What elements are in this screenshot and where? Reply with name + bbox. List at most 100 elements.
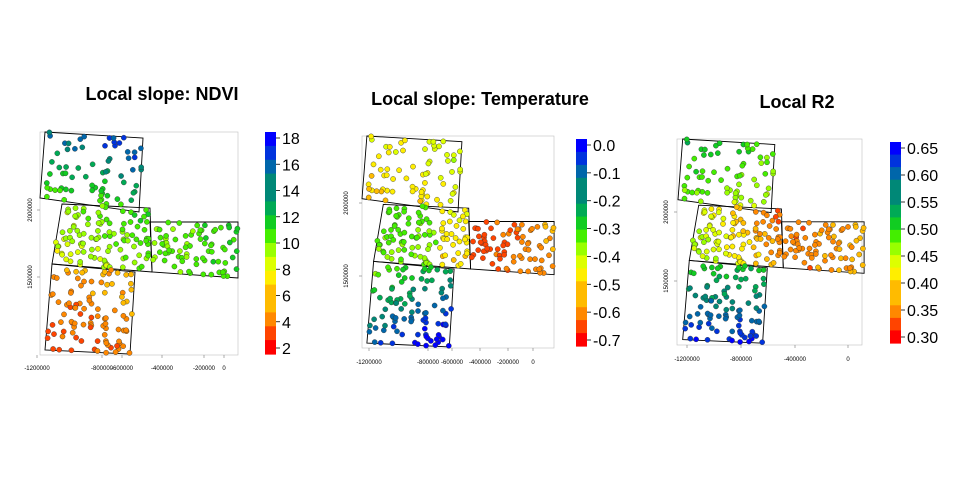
sample-point	[845, 224, 851, 230]
legend-swatch	[890, 317, 901, 332]
legend-swatch	[265, 145, 276, 161]
sample-point	[377, 339, 384, 346]
sample-point	[72, 205, 79, 211]
sample-point	[81, 278, 87, 285]
sample-point	[710, 270, 717, 277]
sample-point	[422, 146, 428, 152]
sample-point	[401, 247, 408, 253]
legend-swatch	[890, 167, 901, 181]
sample-point	[822, 257, 828, 264]
sample-point	[514, 234, 521, 241]
sample-point	[510, 258, 517, 265]
sample-point	[706, 223, 713, 229]
sample-point	[44, 335, 51, 341]
sample-point	[456, 238, 463, 245]
sample-point	[229, 254, 236, 261]
sample-point	[193, 261, 200, 268]
sample-point	[395, 247, 402, 253]
color-legend: 18 16 14 12 10 8 6 4 2	[265, 131, 300, 358]
sample-point	[415, 341, 421, 347]
sample-point	[59, 333, 66, 340]
sample-point	[452, 235, 459, 241]
x-tick-label: 0	[531, 360, 535, 366]
sample-point	[144, 219, 150, 225]
sample-point	[439, 261, 446, 268]
sample-point	[75, 275, 81, 282]
legend-swatch	[265, 256, 276, 272]
sample-point	[422, 315, 429, 321]
sample-point	[770, 168, 776, 175]
legend-label: 8	[282, 262, 291, 279]
legend-swatch	[576, 268, 587, 282]
sample-point	[731, 253, 738, 259]
sample-point	[433, 336, 440, 343]
sample-point	[85, 221, 91, 228]
sample-point	[752, 225, 759, 232]
sample-point	[125, 237, 131, 244]
sample-point	[385, 239, 392, 246]
sample-point	[117, 246, 124, 253]
sample-point	[761, 303, 768, 310]
sample-point	[503, 265, 510, 272]
sample-point	[723, 306, 730, 313]
sample-point	[177, 248, 183, 254]
x-tick-label: -800000	[730, 357, 753, 363]
point-map: -1200000 -800000-600000 -400000 -200000 0 200…	[344, 133, 621, 366]
sample-point	[112, 349, 119, 355]
sample-point	[765, 234, 772, 241]
sample-point	[520, 233, 526, 240]
legend-label: 18	[282, 131, 300, 148]
sample-point	[713, 277, 720, 284]
sample-point	[70, 223, 77, 230]
sample-point	[186, 268, 192, 275]
sample-point	[434, 266, 441, 273]
legend-label: 0.45	[907, 249, 938, 266]
sample-point	[157, 234, 164, 241]
sample-point	[846, 265, 853, 271]
sample-point	[124, 232, 130, 238]
sample-point	[102, 233, 108, 239]
y-tick-label: 1500000	[28, 265, 34, 289]
sample-point	[72, 305, 79, 311]
sample-point	[446, 342, 452, 349]
sample-point	[423, 342, 429, 349]
sample-point	[200, 271, 207, 278]
map-title: Local R2	[759, 92, 835, 112]
sample-point	[774, 236, 781, 242]
sample-point	[159, 241, 165, 247]
sample-point	[716, 229, 722, 236]
sample-point	[714, 265, 721, 272]
sample-point	[738, 276, 744, 283]
sample-point	[699, 174, 705, 180]
y-tick-label: 2000000	[28, 198, 34, 222]
legend-swatch	[576, 320, 587, 334]
sample-point	[702, 146, 708, 153]
legend-label: 12	[282, 210, 300, 227]
sample-point	[118, 173, 124, 179]
sample-point	[222, 260, 229, 266]
sample-point	[234, 225, 241, 232]
sample-point	[93, 236, 100, 242]
sample-point	[443, 231, 450, 237]
sample-point	[760, 218, 766, 225]
legend-swatch	[265, 312, 276, 327]
sample-point	[749, 317, 755, 324]
sample-point	[131, 243, 137, 250]
region-east	[468, 221, 555, 276]
legend-swatch	[890, 267, 901, 281]
sample-point	[836, 246, 843, 252]
sample-point	[378, 188, 385, 195]
sample-point	[380, 249, 387, 256]
sample-point	[470, 238, 476, 245]
sample-point	[423, 171, 429, 177]
sample-point	[764, 212, 770, 219]
sample-point	[366, 328, 373, 335]
sample-point	[143, 237, 149, 244]
sample-point	[145, 211, 151, 217]
sample-point	[477, 239, 484, 246]
sample-point	[860, 225, 867, 231]
sample-point	[197, 236, 204, 242]
sample-point	[450, 257, 457, 263]
sample-point	[409, 309, 415, 316]
region-east	[149, 221, 239, 279]
